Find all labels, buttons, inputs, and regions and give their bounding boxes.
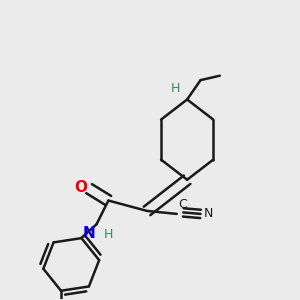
Text: H: H bbox=[170, 82, 180, 95]
Text: O: O bbox=[74, 180, 87, 195]
Text: N: N bbox=[82, 226, 95, 241]
Text: N: N bbox=[203, 207, 213, 220]
Text: C: C bbox=[178, 198, 187, 211]
Text: H: H bbox=[104, 228, 113, 241]
